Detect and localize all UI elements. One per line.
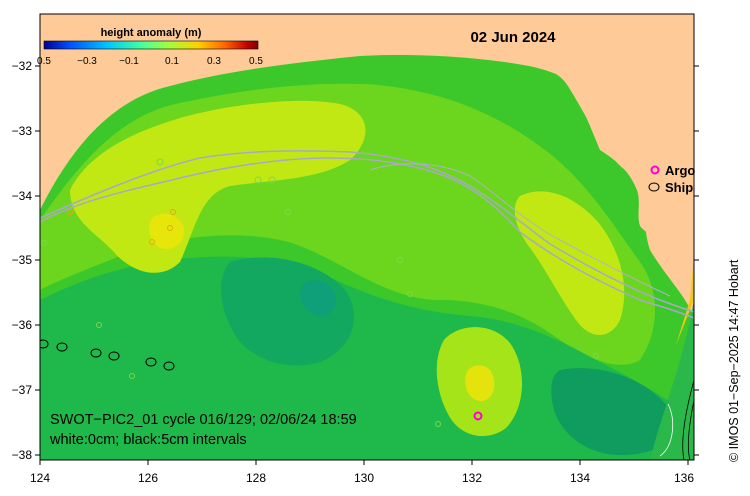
argo-legend-icon <box>650 165 660 175</box>
data-marker <box>397 257 403 263</box>
eastern-gradient-strip <box>676 255 694 345</box>
data-marker <box>593 353 599 359</box>
data-marker <box>129 373 135 379</box>
ship-marker <box>163 361 175 371</box>
data-marker <box>268 176 276 184</box>
high-anomaly-peak-northwest <box>149 213 185 250</box>
data-marker <box>285 209 291 215</box>
high-anomaly-peak-south <box>465 365 495 402</box>
argo-legend-label: Argo <box>665 163 695 178</box>
x-tick-label: 134 <box>570 471 590 485</box>
data-markers <box>41 158 599 427</box>
data-marker <box>67 209 73 215</box>
ship-positions <box>40 339 175 371</box>
map-date: 02 Jun 2024 <box>470 29 556 46</box>
y-tick-label: −38 <box>12 448 33 462</box>
sea-low-pocket-core <box>300 280 337 317</box>
right-axis-ticks <box>694 65 699 456</box>
y-tick-label: −36 <box>12 318 33 332</box>
high-anomaly-northwest <box>70 100 366 273</box>
x-axis: 124 126 128 130 132 134 136 <box>30 460 694 485</box>
y-tick-label: −37 <box>12 383 33 397</box>
ship-marker <box>40 339 49 349</box>
satellite-track-2 <box>40 150 694 313</box>
y-tick-label: −32 <box>12 59 33 73</box>
y-tick-label: −34 <box>12 189 33 203</box>
imos-credit: © IMOS 01−Sep−2025 14:47 Hobart <box>727 259 741 462</box>
colorbar-tick: 0.3 <box>207 56 221 67</box>
contour-interval-info: white:0cm; black:5cm intervals <box>49 432 247 448</box>
ship-legend-label: Ship <box>665 180 693 195</box>
x-tick-label: 124 <box>30 471 50 485</box>
x-tick-label: 132 <box>462 471 482 485</box>
colorbar-tick: −0.3 <box>77 56 97 67</box>
zero-contour-line <box>659 403 674 457</box>
satellite-track-1 <box>40 157 694 319</box>
x-tick-label: 130 <box>354 471 374 485</box>
yellow-markers <box>67 209 176 245</box>
colorbar-tick: 0.1 <box>165 56 179 67</box>
x-tick-label: 128 <box>246 471 266 485</box>
ship-marker <box>108 351 120 361</box>
argo-float-marker <box>473 411 483 421</box>
map-legend: Argo Ship <box>648 163 695 195</box>
eastern-green-strip <box>650 300 694 460</box>
y-tick-label: −35 <box>12 253 33 267</box>
sea-low-pocket-south <box>551 368 673 455</box>
data-marker <box>254 176 262 184</box>
contour-line <box>687 399 694 460</box>
colorbar-tick: 0.5 <box>249 56 263 67</box>
ship-marker <box>56 342 68 352</box>
y-tick-label: −33 <box>12 124 33 138</box>
satellite-track-3 <box>369 163 671 297</box>
contour-line <box>682 379 694 460</box>
high-anomaly-east <box>514 191 625 335</box>
ship-marker <box>145 357 157 367</box>
colorbar-title: height anomaly (m) <box>101 27 202 39</box>
colorbar-tick: 0.5 <box>37 56 51 67</box>
data-marker <box>41 240 47 246</box>
colorbar-bar <box>43 40 259 50</box>
data-marker <box>407 291 413 297</box>
colorbar-tick: −0.1 <box>119 56 139 67</box>
satellite-cycle-info: SWOT−PIC2_01 cycle 016/129; 02/06/24 18:… <box>50 412 357 428</box>
x-tick-label: 136 <box>674 471 694 485</box>
x-tick-label: 126 <box>138 471 158 485</box>
data-marker <box>170 209 176 215</box>
data-marker <box>96 322 102 328</box>
sea-low-region <box>40 256 694 460</box>
map-frame <box>39 13 695 461</box>
ship-legend-icon <box>648 182 660 192</box>
ship-marker <box>90 348 102 358</box>
data-marker <box>149 239 155 245</box>
y-axis: −32 −33 −34 −35 −36 −37 −38 <box>12 59 40 462</box>
data-marker <box>435 421 441 427</box>
coastline-land <box>40 14 694 240</box>
data-marker <box>480 193 486 199</box>
data-marker <box>156 158 164 166</box>
data-marker <box>167 225 173 231</box>
colorbar: height anomaly (m) 0.5 −0.3 −0.1 0.1 0.3… <box>37 27 263 67</box>
